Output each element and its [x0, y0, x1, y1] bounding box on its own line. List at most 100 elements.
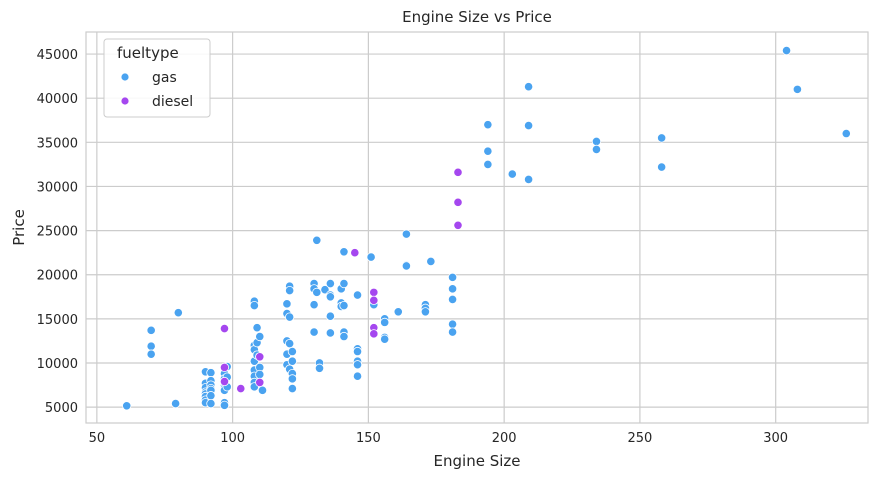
y-tick-label: 25000	[37, 225, 78, 240]
legend-label-gas: gas	[152, 70, 177, 86]
data-point-diesel	[219, 376, 230, 387]
data-point-gas	[781, 45, 792, 56]
data-point-gas	[146, 349, 156, 359]
data-point-gas	[255, 369, 265, 380]
data-point-gas	[282, 299, 292, 309]
chart-title: Engine Size vs Price	[402, 8, 552, 26]
data-point-gas	[339, 301, 349, 311]
data-point-gas	[841, 128, 851, 139]
legend-label-diesel: diesel	[152, 94, 193, 110]
data-point-gas	[287, 356, 297, 366]
y-tick-label: 40000	[37, 92, 78, 107]
tick-labels: 50 100 150 200 250 300 5000 10000 15000 20000 2500…	[37, 48, 788, 446]
grid	[86, 32, 868, 423]
data-point-gas	[312, 287, 322, 297]
data-point-gas	[255, 331, 265, 342]
data-point-gas	[325, 311, 335, 321]
data-point-gas	[352, 346, 363, 357]
data-point-gas	[507, 169, 517, 179]
data-point-gas	[657, 162, 667, 172]
data-point-gas	[249, 301, 259, 311]
data-point-gas	[339, 278, 349, 289]
x-tick-label: 200	[492, 431, 517, 446]
data-point-gas	[146, 341, 156, 351]
y-axis-label: Price	[10, 209, 28, 246]
data-point-gas	[352, 371, 363, 381]
data-point-gas	[447, 327, 458, 337]
data-point-gas	[792, 84, 803, 94]
data-point-gas	[401, 229, 412, 239]
data-point-gas	[591, 144, 602, 154]
data-point-gas	[339, 247, 349, 257]
data-point-gas	[657, 133, 667, 143]
data-point-gas	[483, 146, 493, 156]
data-point-gas	[206, 398, 216, 409]
data-point-gas	[325, 328, 335, 338]
data-point-gas	[206, 391, 216, 401]
data-point-diesel	[369, 287, 379, 297]
data-point-gas	[122, 401, 132, 411]
data-point-diesel	[453, 220, 463, 230]
data-point-gas	[287, 383, 297, 394]
data-point-gas	[380, 317, 390, 327]
data-point-gas	[420, 307, 431, 317]
plot-frame	[85, 31, 869, 424]
data-point-gas	[146, 325, 156, 335]
y-tick-label: 35000	[37, 136, 78, 151]
data-point-gas	[591, 136, 602, 147]
data-point-diesel	[255, 377, 265, 387]
x-tick-label: 50	[89, 431, 106, 446]
data-point-gas	[285, 338, 295, 349]
y-tick-label: 45000	[37, 48, 78, 63]
data-point-gas	[483, 120, 493, 130]
data-point-gas	[252, 323, 262, 333]
legend-marker-gas	[120, 72, 130, 82]
data-point-gas	[447, 294, 458, 305]
legend: fueltype gas diesel	[103, 38, 211, 118]
data-point-gas	[339, 331, 349, 342]
x-tick-label: 100	[220, 431, 245, 446]
data-point-diesel	[255, 352, 265, 362]
data-point-gas	[309, 300, 319, 310]
data-point-gas	[380, 334, 390, 344]
x-tick-label: 150	[356, 431, 381, 446]
data-point-gas	[206, 368, 216, 378]
data-point-gas	[401, 261, 412, 271]
data-point-gas	[285, 312, 295, 322]
data-point-gas	[257, 385, 268, 395]
data-point-diesel	[350, 248, 360, 258]
data-point-diesel	[453, 197, 463, 207]
data-point-gas	[352, 360, 363, 370]
y-tick-label: 30000	[37, 180, 78, 195]
data-point-gas	[352, 290, 363, 300]
data-point-diesel	[236, 383, 246, 394]
data-point-gas	[393, 307, 403, 317]
y-tick-label: 15000	[37, 313, 78, 328]
y-tick-label: 20000	[37, 269, 78, 284]
data-point-gas	[312, 235, 322, 245]
data-point-diesel	[453, 167, 463, 177]
data-point-gas	[285, 286, 295, 296]
data-point-gas	[447, 284, 458, 294]
legend-title: fueltype	[117, 44, 179, 62]
data-point-gas	[314, 363, 325, 373]
x-axis-label: Engine Size	[434, 452, 521, 470]
data-point-gas	[325, 292, 335, 302]
data-point-gas	[287, 374, 297, 384]
data-point-gas	[219, 400, 230, 410]
data-point-gas	[426, 256, 436, 267]
data-point-gas	[523, 120, 534, 131]
data-point-gas	[483, 159, 493, 169]
y-tick-label: 5000	[45, 401, 78, 416]
legend-box	[103, 38, 211, 118]
data-points	[122, 45, 851, 411]
data-point-gas	[325, 278, 335, 289]
data-point-gas	[523, 174, 534, 184]
y-tick-label: 10000	[37, 357, 78, 372]
data-point-gas	[320, 285, 330, 295]
data-point-gas	[287, 346, 297, 357]
data-point-diesel	[219, 323, 230, 334]
data-point-gas	[447, 319, 458, 329]
